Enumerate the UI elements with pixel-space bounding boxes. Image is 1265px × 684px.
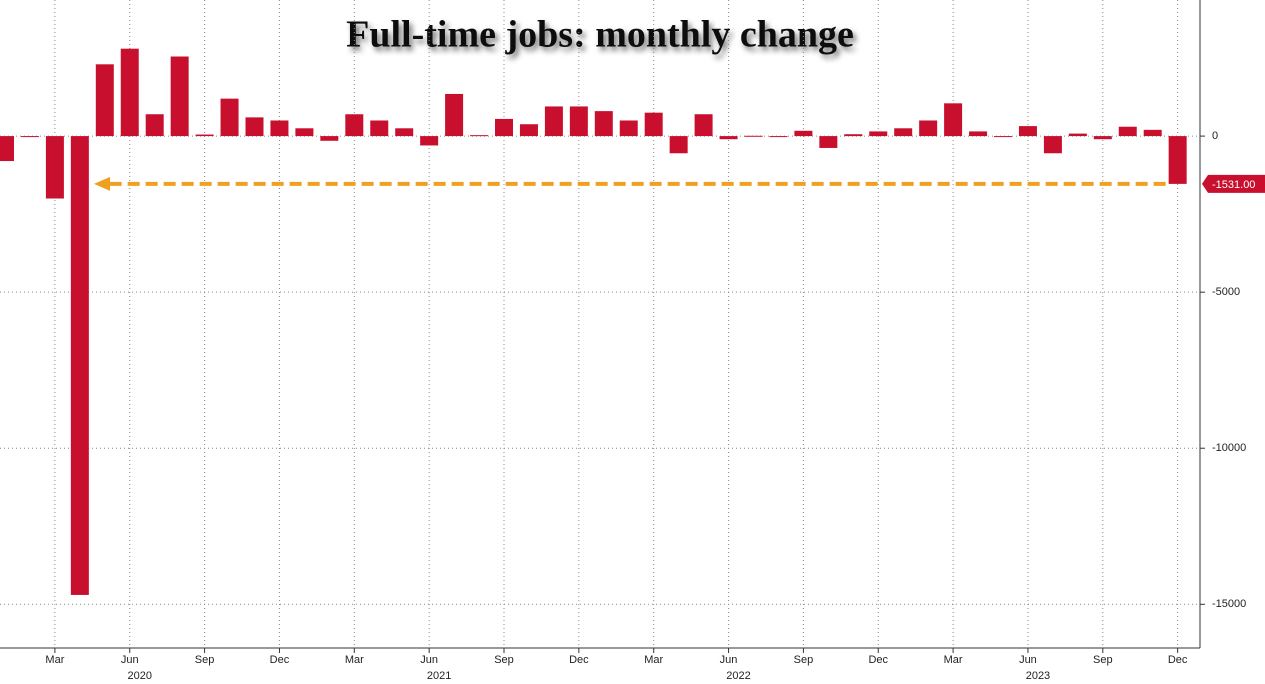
- bar: [0, 136, 14, 162]
- y-tick-label: -10000: [1212, 442, 1246, 454]
- bar: [120, 48, 139, 137]
- y-tick-label: -5000: [1212, 286, 1240, 298]
- x-tick-label: Dec: [1168, 654, 1188, 666]
- bar: [844, 134, 863, 137]
- bar: [1093, 136, 1112, 140]
- bar: [969, 131, 988, 137]
- bar: [1018, 126, 1037, 137]
- bar: [20, 136, 39, 138]
- x-tick-label: Sep: [1093, 654, 1113, 666]
- x-tick-label: Mar: [345, 654, 364, 666]
- bar: [345, 114, 364, 137]
- bar: [519, 124, 538, 137]
- bar: [769, 136, 788, 138]
- bar: [270, 120, 289, 137]
- bar: [370, 120, 389, 137]
- bar: [544, 106, 563, 137]
- y-tick-label: 0: [1212, 130, 1218, 142]
- x-tick-label: Mar: [644, 654, 663, 666]
- x-tick-label: Dec: [270, 654, 290, 666]
- bar: [794, 130, 813, 137]
- bar: [994, 136, 1012, 138]
- bar: [1118, 126, 1137, 137]
- y-tick-label: -15000: [1212, 598, 1246, 610]
- bar: [295, 128, 314, 137]
- bar: [195, 134, 214, 137]
- value-tag: [1202, 174, 1265, 193]
- annotation-arrowhead: [94, 176, 110, 191]
- bar: [694, 114, 713, 137]
- bar: [70, 136, 89, 595]
- bar: [245, 117, 264, 137]
- x-tick-label: Sep: [195, 654, 215, 666]
- bar: [644, 112, 663, 137]
- x-tick-label: Jun: [420, 654, 438, 666]
- x-year-label: 2020: [128, 670, 152, 682]
- bar: [944, 103, 963, 137]
- bar: [894, 128, 913, 137]
- value-label: -1531.00: [1212, 179, 1255, 191]
- x-tick-label: Mar: [944, 654, 963, 666]
- bar: [495, 118, 513, 137]
- bar: [1068, 133, 1087, 137]
- bar: [619, 120, 638, 137]
- bar: [669, 136, 688, 154]
- bar: [1168, 136, 1187, 184]
- bar: [719, 136, 738, 140]
- bar: [594, 111, 613, 137]
- bar: [569, 106, 588, 137]
- bar: [420, 136, 439, 146]
- x-year-label: 2022: [726, 670, 750, 682]
- x-tick-label: Jun: [121, 654, 139, 666]
- x-tick-label: Mar: [45, 654, 64, 666]
- bar: [470, 135, 489, 137]
- x-tick-label: Sep: [494, 654, 514, 666]
- bar: [220, 98, 239, 137]
- bar: [819, 136, 838, 148]
- x-tick-label: Dec: [569, 654, 589, 666]
- x-year-label: 2023: [1026, 670, 1050, 682]
- x-tick-label: Jun: [1019, 654, 1037, 666]
- bar: [95, 64, 114, 137]
- bar: [1043, 136, 1062, 154]
- bar: [744, 135, 763, 137]
- bar: [395, 128, 414, 137]
- bar: [869, 131, 888, 137]
- bar: [919, 120, 938, 137]
- bar: [145, 114, 164, 137]
- bar: [1143, 129, 1162, 137]
- bar: [170, 56, 189, 137]
- bar: [320, 136, 339, 141]
- x-tick-label: Dec: [868, 654, 888, 666]
- x-year-label: 2021: [427, 670, 451, 682]
- x-tick-label: Sep: [794, 654, 814, 666]
- chart-title: Full-time jobs: monthly change: [346, 14, 854, 56]
- bar: [445, 93, 464, 137]
- x-tick-label: Jun: [720, 654, 738, 666]
- bar: [45, 136, 64, 199]
